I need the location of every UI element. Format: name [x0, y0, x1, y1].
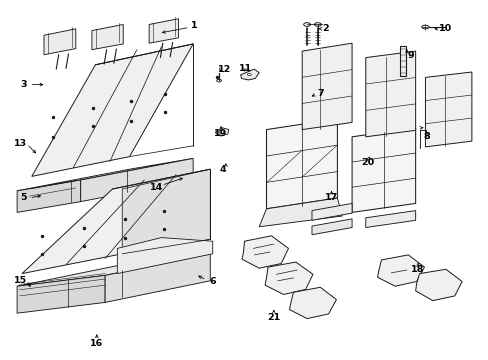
Text: 4: 4 — [219, 165, 225, 174]
Polygon shape — [377, 255, 424, 286]
Text: 20: 20 — [361, 158, 373, 167]
Polygon shape — [351, 128, 415, 212]
Text: 6: 6 — [209, 277, 216, 286]
Text: 19: 19 — [214, 129, 227, 138]
Text: 5: 5 — [20, 194, 27, 202]
Polygon shape — [17, 158, 193, 191]
Ellipse shape — [216, 79, 221, 82]
Polygon shape — [17, 254, 210, 286]
Polygon shape — [92, 24, 123, 50]
Polygon shape — [122, 169, 210, 254]
Ellipse shape — [314, 23, 321, 26]
Text: 3: 3 — [20, 80, 27, 89]
Polygon shape — [266, 119, 337, 209]
Text: 18: 18 — [410, 266, 424, 274]
Text: 1: 1 — [191, 21, 198, 30]
Polygon shape — [32, 44, 193, 176]
Bar — [399, 46, 405, 76]
Text: 17: 17 — [324, 194, 338, 202]
Polygon shape — [264, 262, 312, 294]
Polygon shape — [311, 203, 351, 220]
Polygon shape — [425, 72, 471, 147]
Ellipse shape — [303, 23, 310, 26]
Polygon shape — [17, 180, 81, 212]
Polygon shape — [17, 275, 105, 313]
Text: 2: 2 — [321, 24, 328, 33]
Polygon shape — [259, 198, 342, 227]
Ellipse shape — [247, 73, 251, 76]
Text: 14: 14 — [149, 183, 163, 192]
Polygon shape — [44, 29, 76, 55]
Text: 12: 12 — [218, 65, 231, 74]
Text: 21: 21 — [266, 313, 280, 322]
Polygon shape — [105, 254, 210, 302]
Ellipse shape — [421, 25, 428, 29]
Polygon shape — [242, 236, 288, 268]
Polygon shape — [365, 51, 415, 137]
Polygon shape — [289, 287, 336, 319]
Polygon shape — [240, 69, 259, 80]
Text: 13: 13 — [14, 139, 27, 148]
Polygon shape — [149, 19, 178, 43]
Text: 8: 8 — [422, 132, 429, 141]
Polygon shape — [415, 269, 461, 301]
Text: 9: 9 — [407, 51, 413, 60]
Text: 16: 16 — [90, 339, 103, 348]
Polygon shape — [365, 211, 415, 228]
Text: 11: 11 — [238, 64, 252, 73]
Text: 10: 10 — [438, 24, 450, 33]
Text: 15: 15 — [14, 276, 27, 285]
Circle shape — [219, 130, 224, 134]
Polygon shape — [22, 169, 210, 274]
Polygon shape — [215, 128, 228, 136]
Text: 7: 7 — [316, 89, 323, 98]
Polygon shape — [311, 219, 351, 235]
Polygon shape — [117, 238, 212, 274]
Polygon shape — [302, 43, 351, 130]
Polygon shape — [81, 158, 193, 202]
